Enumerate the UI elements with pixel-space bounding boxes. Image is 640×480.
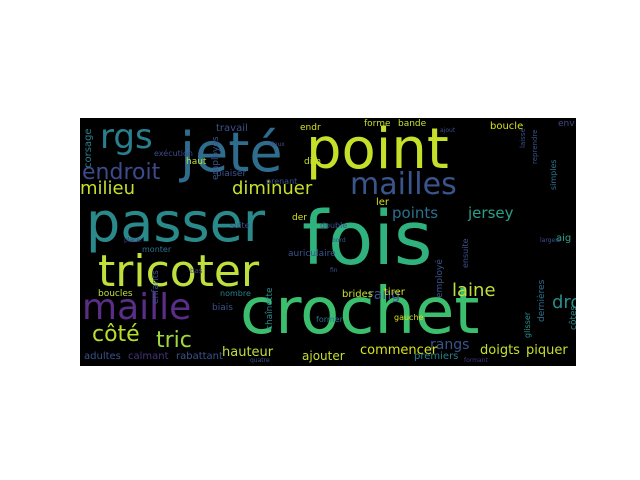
- word-commencer: commencer: [360, 343, 438, 358]
- word-bord: bord: [332, 237, 346, 244]
- word-endr: endr: [300, 123, 321, 133]
- word-rang: rang: [368, 287, 401, 303]
- word-placer: placer: [124, 237, 143, 244]
- word-double: double: [320, 221, 348, 230]
- word-former: former: [316, 315, 343, 324]
- word-env: env: [558, 119, 575, 129]
- word-adultes: adultes: [84, 351, 121, 362]
- word-ajouter: ajouter: [302, 349, 345, 363]
- word-boucle: boucle: [490, 121, 524, 132]
- word-rgs: rgs: [100, 118, 153, 157]
- word-piquer: piquer: [526, 343, 568, 358]
- word-hauteur: hauteur: [222, 345, 274, 360]
- word-diminuer: diminuer: [232, 178, 313, 199]
- word-prenant: prenant: [266, 177, 298, 186]
- word-forme: forme: [364, 119, 391, 129]
- word-crochet: crochet: [240, 275, 480, 349]
- word-milieu: milieu: [80, 178, 136, 199]
- word-deux: deux: [270, 141, 285, 148]
- word-haut: haut: [186, 157, 207, 167]
- word-suite: suite: [230, 221, 250, 230]
- word-nombre: nombre: [220, 289, 251, 298]
- word-point: point: [306, 118, 449, 182]
- word-bas: bas: [190, 267, 203, 275]
- word-tirer: tirer: [384, 287, 405, 298]
- word-aig: aig: [556, 233, 572, 244]
- word-gauche: gauche: [394, 313, 424, 322]
- word-tricoter: tricoter: [98, 246, 260, 297]
- word-jersey: jersey: [468, 204, 514, 222]
- word-travail: travail: [216, 123, 248, 134]
- word-auriculaire: auriculaire: [288, 249, 336, 259]
- word-fin: fin: [330, 267, 338, 274]
- word-tric: tric: [156, 328, 192, 353]
- word-boucles: boucles: [98, 289, 133, 299]
- word-calmant: calmant: [128, 351, 169, 362]
- word-ajout: ajout: [440, 127, 456, 134]
- word-quatre: quatre: [250, 357, 270, 364]
- word-ler: ler: [376, 197, 390, 208]
- word-points: points: [392, 204, 439, 222]
- word-largeur: largeur: [540, 237, 562, 244]
- word-formant: formant: [464, 357, 488, 364]
- word-endroit: endroit: [82, 160, 161, 185]
- word-cote: côté: [92, 322, 140, 347]
- word-chainette: chaînette: [265, 287, 275, 330]
- word-droit: droit: [552, 292, 576, 313]
- word-simples: simples: [549, 159, 558, 190]
- word-monter: monter: [142, 245, 172, 254]
- word-bande: bande: [398, 119, 427, 129]
- word-execution: exécution: [154, 149, 193, 158]
- word-premiers: premiers: [414, 351, 459, 362]
- word-biais: biais: [212, 303, 233, 313]
- word-doigts: doigts: [480, 343, 520, 358]
- word-der: der: [292, 213, 307, 223]
- word-ensuite: ensuite: [461, 238, 470, 268]
- word-glisser: glisser: [523, 311, 532, 338]
- word-dim: dim: [304, 157, 321, 167]
- word-reprendre: reprendre: [531, 129, 539, 164]
- word-laine: laine: [452, 280, 496, 301]
- word-enfants: enfants: [151, 270, 161, 304]
- word-employes: employés: [211, 136, 221, 180]
- word-laisse: laissé: [519, 128, 527, 148]
- word-corsage: corsage: [83, 128, 94, 168]
- word-cotes: côtes: [569, 305, 576, 330]
- word-brides: brides: [342, 289, 373, 300]
- word-rangs: rangs: [430, 337, 470, 353]
- word-rabattant: rabattant: [176, 351, 223, 362]
- word-cloud: passer fois crochet jeté point tricoter …: [80, 118, 576, 366]
- word-maille: maille: [82, 287, 192, 328]
- word-mailles: mailles: [350, 167, 457, 202]
- word-biaiser: biaiser: [216, 169, 247, 179]
- word-jete: jeté: [180, 121, 283, 184]
- word-passer: passer: [86, 191, 266, 254]
- word-employe: employé: [435, 259, 445, 298]
- word-fois: fois: [302, 196, 433, 282]
- word-dernieres: dernières: [537, 279, 547, 322]
